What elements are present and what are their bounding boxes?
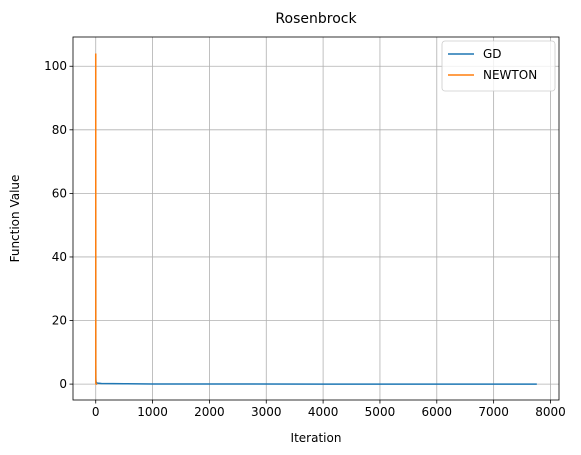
series-line-gd	[94, 53, 537, 385]
x-tick-label: 6000	[422, 405, 453, 419]
legend-label: NEWTON	[483, 68, 537, 82]
series-layer	[94, 53, 537, 385]
y-tick-label: 60	[52, 186, 67, 200]
y-tick-label: 100	[44, 59, 67, 73]
y-tick-label: 0	[59, 377, 67, 391]
y-tick-label: 80	[52, 123, 67, 137]
y-tick-label: 20	[52, 314, 67, 328]
x-tick-label: 3000	[251, 405, 282, 419]
series-line-newton	[94, 53, 98, 385]
legend: GD NEWTON	[441, 40, 556, 92]
plot-frame	[72, 36, 560, 401]
x-tick-label: 2000	[194, 405, 225, 419]
x-tick-label: 5000	[365, 405, 396, 419]
x-tick-label: 4000	[308, 405, 339, 419]
chart-title: Rosenbrock	[275, 11, 357, 27]
y-axis-label: Function Value	[8, 175, 22, 263]
x-tick-label: 8000	[535, 405, 566, 419]
y-tick-label: 40	[52, 250, 67, 264]
legend-label: GD	[483, 47, 502, 61]
grid	[73, 37, 559, 400]
x-tick-label: 1000	[137, 405, 168, 419]
ticks: 0 1000 2000 3000 4000 5000 6000 7000 8000 0 20 40 60…	[44, 59, 566, 419]
x-axis-label: Iteration	[291, 431, 342, 445]
x-tick-label: 7000	[478, 405, 509, 419]
x-tick-label: 0	[92, 405, 100, 419]
